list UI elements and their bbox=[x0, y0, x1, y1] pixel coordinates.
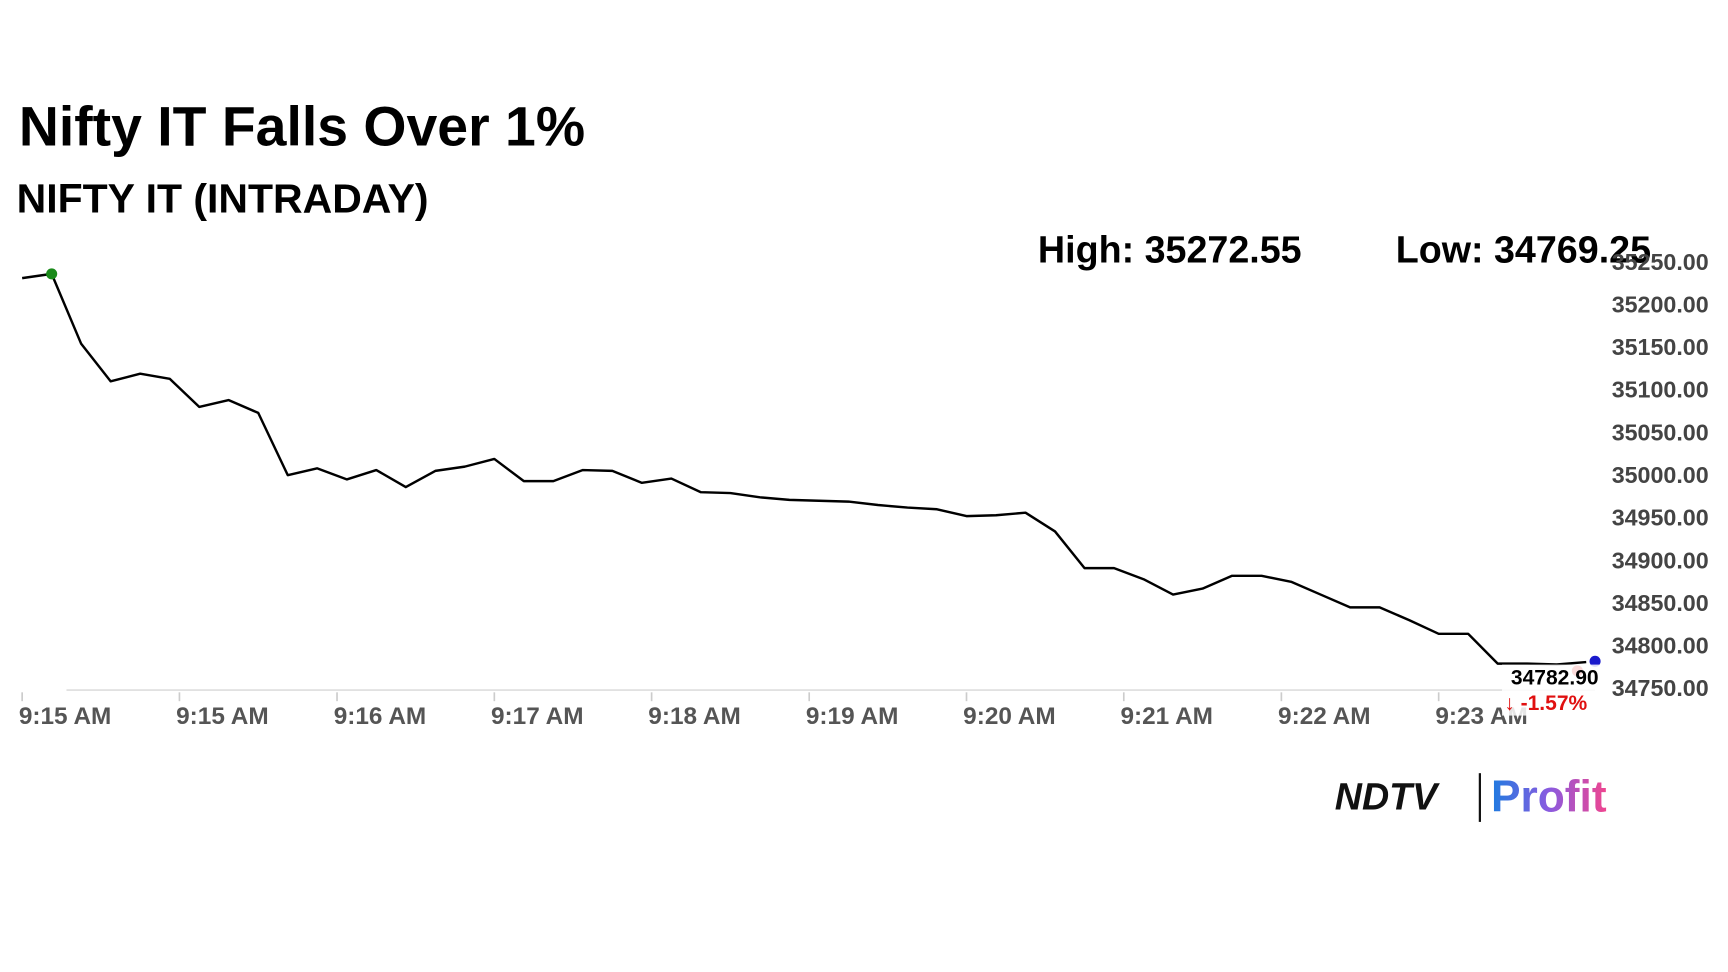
low-label: Low: 34769.25 bbox=[1396, 229, 1651, 271]
y-tick-label: 34800.00 bbox=[1612, 633, 1709, 659]
logo-profit: Profit bbox=[1491, 772, 1607, 821]
y-tick-label: 35000.00 bbox=[1612, 462, 1709, 488]
x-tick-label: 9:16 AM bbox=[334, 703, 427, 730]
y-tick-label: 34850.00 bbox=[1612, 590, 1709, 616]
high-label: High: 35272.55 bbox=[1038, 229, 1302, 271]
y-tick-label: 34950.00 bbox=[1612, 505, 1709, 531]
x-tick-label: 9:22 AM bbox=[1278, 703, 1371, 730]
y-tick-label: 35150.00 bbox=[1612, 334, 1709, 360]
change-label: ↓ -1.57% bbox=[1504, 692, 1587, 715]
logo-ndtv: NDTV bbox=[1335, 776, 1440, 818]
y-tick-label: 34900.00 bbox=[1612, 547, 1709, 573]
chart-title: Nifty IT Falls Over 1% bbox=[19, 95, 585, 157]
x-tick-label: 9:19 AM bbox=[806, 703, 899, 730]
x-tick-label: 9:15 AM bbox=[176, 703, 269, 730]
x-tick-label: 9:21 AM bbox=[1120, 703, 1213, 730]
last-label-box bbox=[1502, 664, 1609, 716]
start-marker bbox=[46, 268, 58, 280]
x-tick-label: 9:17 AM bbox=[491, 703, 584, 730]
y-tick-label: 35100.00 bbox=[1612, 377, 1709, 403]
last-value-label: 34782.90 bbox=[1511, 667, 1599, 690]
price-line bbox=[21, 272, 1587, 666]
x-tick-label: 9:15 AM bbox=[19, 703, 112, 730]
x-tick-label: 9:20 AM bbox=[963, 703, 1056, 730]
x-tick-label: 9:18 AM bbox=[648, 703, 741, 730]
y-tick-label: 35200.00 bbox=[1612, 291, 1709, 317]
end-marker bbox=[1589, 655, 1601, 667]
y-tick-label: 35250.00 bbox=[1612, 249, 1709, 275]
chart-subtitle: NIFTY IT (INTRADAY) bbox=[17, 175, 429, 221]
y-tick-label: 35050.00 bbox=[1612, 419, 1709, 445]
y-tick-label: 34750.00 bbox=[1612, 675, 1709, 701]
